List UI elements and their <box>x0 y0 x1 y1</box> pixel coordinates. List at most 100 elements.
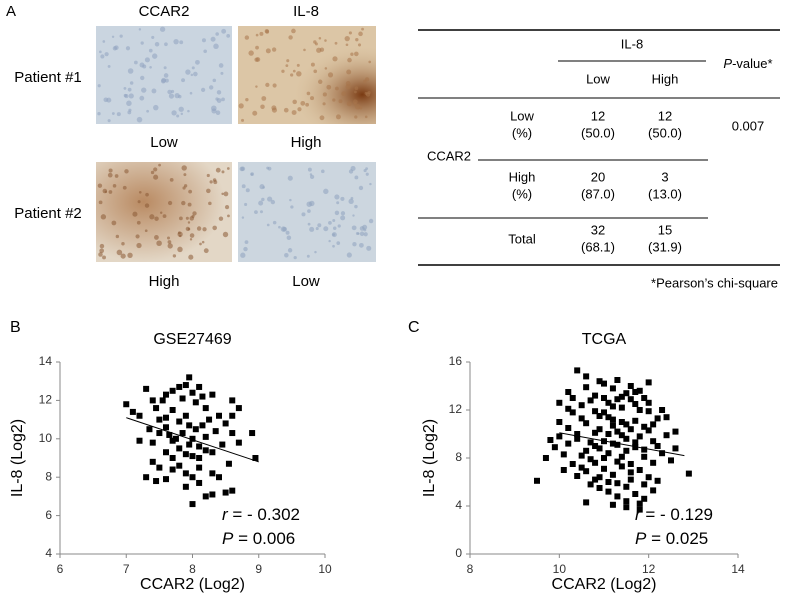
point <box>196 455 203 461</box>
table-body: Low (%) 12 (50.0) 12 (50.0) High (%) 20 (87.0) 3 (1… <box>508 108 682 254</box>
point <box>583 447 590 454</box>
point <box>587 439 594 446</box>
cell <box>354 51 359 57</box>
cell <box>221 28 227 34</box>
cell <box>266 223 270 227</box>
point <box>212 428 219 435</box>
point <box>685 470 692 477</box>
cell <box>177 246 183 253</box>
cell <box>278 225 281 229</box>
cell <box>259 210 263 214</box>
y-tick-label: 12 <box>449 402 463 416</box>
point <box>623 447 630 454</box>
cell <box>334 210 340 216</box>
point <box>578 415 585 422</box>
cell <box>135 234 140 239</box>
cell <box>146 109 150 113</box>
cell <box>181 200 186 206</box>
point <box>627 469 634 476</box>
cell <box>151 88 157 94</box>
y-tick-label: 4 <box>455 498 462 512</box>
point <box>556 419 563 425</box>
cell <box>285 64 289 68</box>
cell <box>150 170 155 175</box>
point <box>596 413 603 419</box>
chart: C TCGA 0 4 8 12 16 8 10 12 14 CCAR2 (Log2) IL-8 (Log… <box>408 319 745 593</box>
cell <box>365 167 369 171</box>
cell <box>318 79 323 84</box>
cell <box>350 196 354 200</box>
point <box>574 367 581 374</box>
y-tick-label: 4 <box>45 546 52 560</box>
point <box>202 493 209 500</box>
cell <box>170 89 175 94</box>
x-tick-label: 8 <box>467 562 474 576</box>
cell <box>351 225 357 231</box>
point <box>143 474 150 481</box>
cell <box>307 167 312 172</box>
cell <box>259 184 265 190</box>
cell <box>292 99 297 105</box>
cell <box>111 220 117 226</box>
cell <box>332 226 337 230</box>
point <box>153 478 160 485</box>
cell <box>120 253 126 259</box>
panel-label: A <box>6 3 16 20</box>
cell <box>359 231 365 237</box>
cell <box>203 49 207 54</box>
point <box>641 495 648 502</box>
cell <box>287 248 293 253</box>
cell <box>255 45 259 50</box>
cell <box>218 63 224 68</box>
point <box>569 395 576 401</box>
cell <box>306 254 310 258</box>
x-tick-label: 6 <box>57 562 64 576</box>
cell <box>126 100 132 107</box>
point <box>574 473 581 479</box>
cell <box>357 43 362 47</box>
point <box>614 396 621 403</box>
symbol: P <box>723 56 732 71</box>
point <box>202 447 209 454</box>
cell <box>191 66 195 70</box>
point <box>176 418 183 425</box>
cell <box>178 234 182 238</box>
cell <box>358 185 364 191</box>
point <box>636 506 643 513</box>
point <box>627 383 634 389</box>
cell <box>245 97 249 102</box>
point <box>192 399 199 406</box>
cell <box>139 95 145 101</box>
point <box>129 408 136 415</box>
cell <box>323 226 329 232</box>
point <box>596 378 603 385</box>
column-label: IL-8 <box>293 3 319 20</box>
cell <box>185 216 189 220</box>
cell <box>322 92 327 97</box>
x-tick-label: 10 <box>318 562 332 576</box>
cell <box>188 189 193 194</box>
cell <box>179 216 183 221</box>
cell <box>254 210 258 215</box>
point <box>654 443 661 449</box>
cell <box>123 93 128 98</box>
cell <box>240 252 246 258</box>
cell <box>307 209 311 213</box>
point <box>618 453 625 460</box>
point <box>182 470 189 477</box>
point <box>163 391 169 398</box>
cell <box>111 112 115 115</box>
table <box>418 29 780 266</box>
point <box>623 390 630 397</box>
cell <box>221 97 225 102</box>
point <box>583 373 590 380</box>
row-label: (%) <box>512 125 532 140</box>
cell <box>189 216 194 221</box>
cell <box>97 112 101 116</box>
point <box>605 431 612 437</box>
point <box>196 479 203 486</box>
cell <box>347 57 352 63</box>
point <box>618 463 625 470</box>
cell <box>324 39 327 42</box>
